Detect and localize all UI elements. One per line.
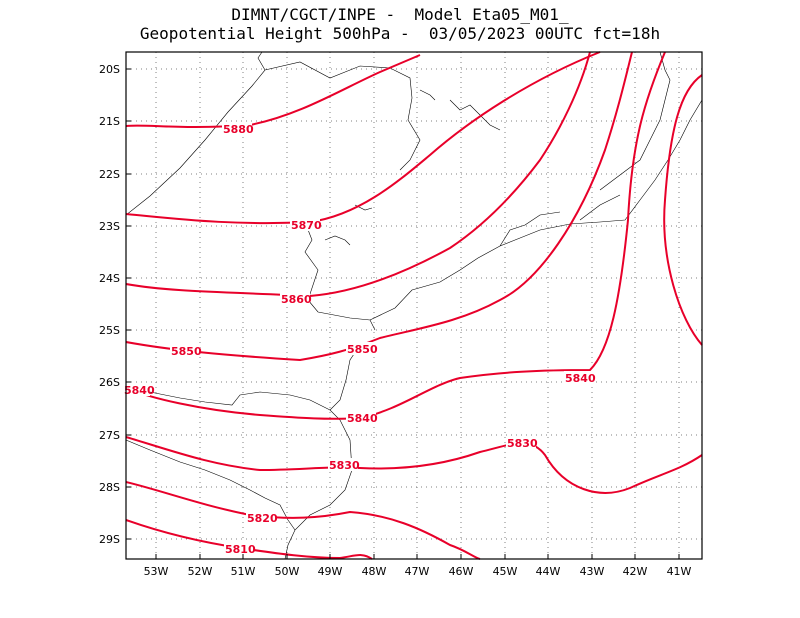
contour-5830 — [125, 436, 703, 494]
contour-label-5870: 5870 — [291, 219, 322, 232]
lat-label-27s: 27S — [99, 429, 120, 442]
contour-5840-east — [663, 74, 703, 346]
title-line-2: Geopotential Height 500hPa - 03/05/2023 … — [139, 24, 661, 43]
contour-label-5840-south: 5840 — [347, 412, 378, 425]
lat-label-25s: 25S — [99, 324, 120, 337]
title-line-1: DIMNT/CGCT/INPE - Model Eta05_M01_ — [231, 5, 569, 24]
contour-label-5880: 5880 — [223, 123, 254, 136]
contour-5820 — [125, 481, 481, 560]
lon-label-45w: 45W — [493, 565, 518, 578]
contour-label-5860: 5860 — [281, 293, 312, 306]
contour-labels: 5880 5870 5860 5850 5850 5840 5840 5840 … — [124, 123, 596, 556]
lat-label-28s: 28S — [99, 481, 120, 494]
lon-label-48w: 48W — [362, 565, 387, 578]
lon-label-41w: 41W — [667, 565, 692, 578]
geopotential-contours — [125, 51, 703, 560]
lat-label-29s: 29S — [99, 533, 120, 546]
contour-label-5840-east: 5840 — [565, 372, 596, 385]
contour-label-5820: 5820 — [247, 512, 278, 525]
contour-5810 — [125, 519, 373, 560]
lat-label-24s: 24S — [99, 272, 120, 285]
contour-label-5840-west: 5840 — [124, 384, 155, 397]
lon-label-42w: 42W — [623, 565, 648, 578]
contour-5850 — [125, 51, 633, 362]
contour-label-5810: 5810 — [225, 543, 256, 556]
latitude-labels: 20S 21S 22S 23S 24S 25S 26S 27S 28S 29S — [99, 63, 120, 546]
lon-label-46w: 46W — [449, 565, 474, 578]
axis-ticks — [126, 68, 680, 559]
lat-label-21s: 21S — [99, 115, 120, 128]
contour-label-5850-west: 5850 — [171, 345, 202, 358]
contour-label-5850-coast: 5850 — [347, 343, 378, 356]
contour-5870 — [125, 51, 601, 225]
lon-label-47w: 47W — [405, 565, 430, 578]
lon-label-50w: 50W — [275, 565, 300, 578]
contour-5880 — [125, 54, 421, 129]
lat-label-26s: 26S — [99, 376, 120, 389]
lat-label-23s: 23S — [99, 220, 120, 233]
lon-label-53w: 53W — [144, 565, 169, 578]
contour-label-5830-east: 5830 — [507, 437, 538, 450]
lon-label-51w: 51W — [231, 565, 256, 578]
contour-5840-main — [125, 51, 666, 420]
lon-label-52w: 52W — [188, 565, 213, 578]
contour-label-5830-west: 5830 — [329, 459, 360, 472]
map-frame — [125, 51, 703, 560]
contour-label-backgrounds — [126, 122, 594, 555]
lat-label-22s: 22S — [99, 168, 120, 181]
lon-label-49w: 49W — [318, 565, 343, 578]
lon-label-43w: 43W — [580, 565, 605, 578]
contour-5860 — [125, 51, 591, 298]
lon-label-44w: 44W — [536, 565, 561, 578]
gridlines — [126, 52, 702, 559]
longitude-labels: 53W 52W 51W 50W 49W 48W 47W 46W 45W 44W … — [144, 565, 692, 578]
lat-label-20s: 20S — [99, 63, 120, 76]
